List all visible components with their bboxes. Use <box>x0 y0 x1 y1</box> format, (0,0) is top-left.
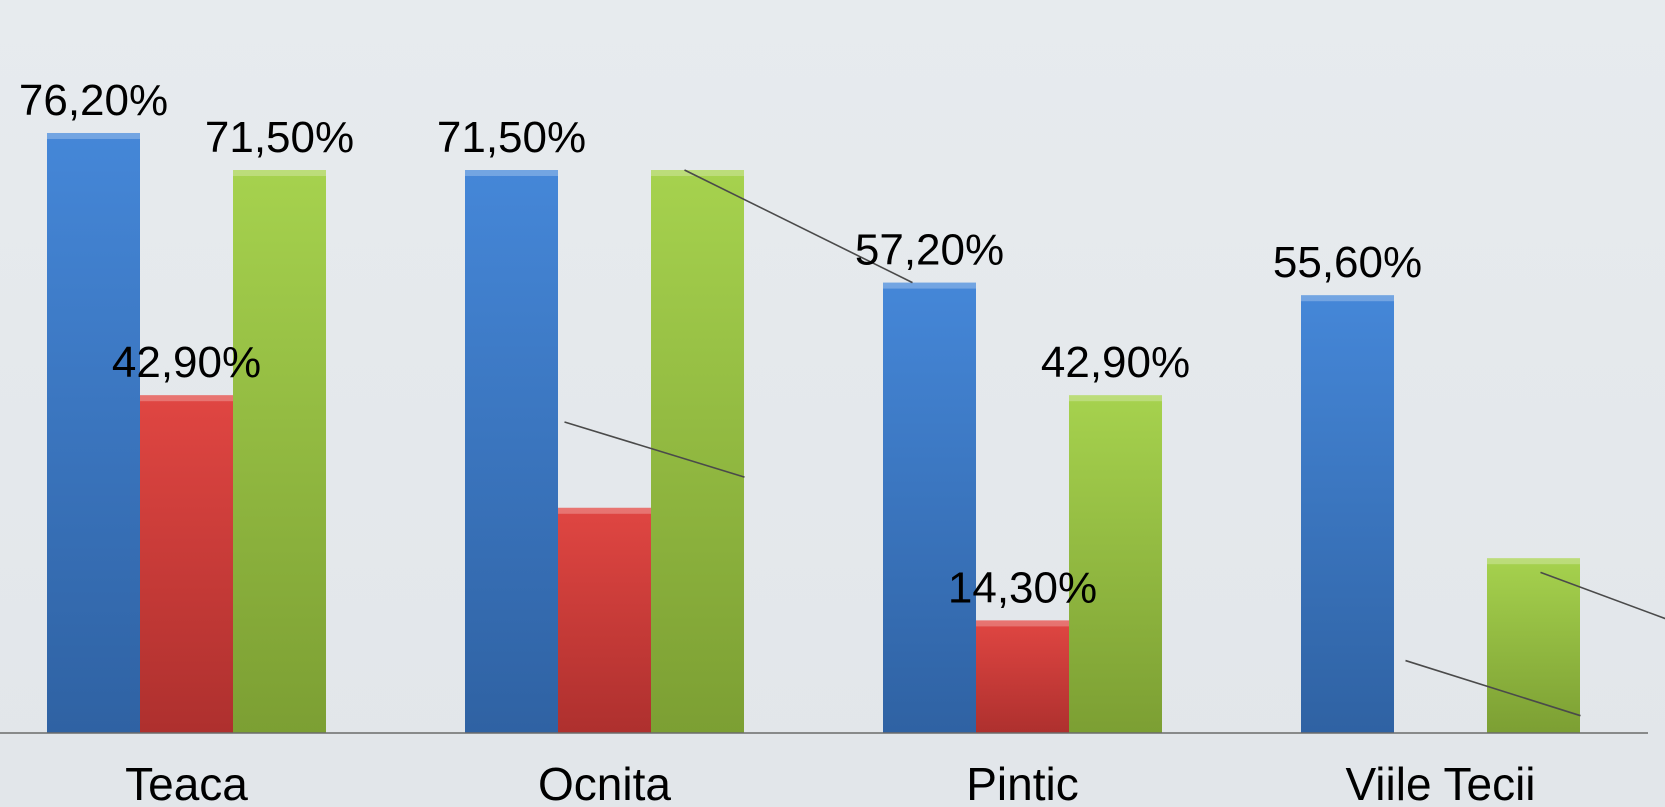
bar-blue-ocnita <box>465 170 558 733</box>
data-label: 42,90% <box>112 338 261 387</box>
bar-top-highlight <box>1301 295 1394 302</box>
bar-top-highlight <box>976 620 1069 627</box>
bars-group <box>47 132 1580 734</box>
data-label: 71,50% <box>205 113 354 162</box>
trendlines-group <box>564 169 1665 717</box>
data-label: 76,20% <box>19 76 168 125</box>
bar-red-teaca <box>140 395 233 733</box>
bar-blue-teaca <box>47 132 140 734</box>
bar-top-highlight <box>1487 558 1580 565</box>
trendline-segment <box>684 169 913 284</box>
data-label: 71,50% <box>437 113 586 162</box>
bar-top-highlight <box>558 507 651 514</box>
category-label: Viile Tecii <box>1345 758 1535 807</box>
category-labels-group: Teaca Ocnita Pintic Viile Tecii <box>125 758 1535 807</box>
category-label: Teaca <box>125 758 248 807</box>
category-label: Ocnita <box>538 758 671 807</box>
bar-green-pintic <box>1069 395 1162 733</box>
category-label: Pintic <box>966 758 1078 807</box>
bar-blue-pintic <box>883 282 976 733</box>
data-label: 14,30% <box>948 563 1097 612</box>
bar-top-highlight <box>47 132 140 139</box>
bar-green-teaca <box>233 170 326 733</box>
bar-green-viile-tecii <box>1487 558 1580 733</box>
trendline-segment <box>564 421 745 478</box>
data-labels-group: 76,20% 42,90% 71,50% 71,50% 57,20% 14,30% 42,9… <box>19 76 1422 612</box>
bar-top-highlight <box>1069 395 1162 402</box>
data-label: 42,90% <box>1041 338 1190 387</box>
trendline-segment <box>1405 659 1581 717</box>
data-label: 55,60% <box>1273 238 1422 287</box>
bar-red-pintic <box>976 620 1069 733</box>
trendline-segment <box>1540 571 1665 620</box>
bar-blue-viile-tecii <box>1301 295 1394 733</box>
bar-green-ocnita <box>651 170 744 733</box>
bar-top-highlight <box>233 170 326 177</box>
bar-top-highlight <box>140 395 233 402</box>
bar-top-highlight <box>651 170 744 177</box>
bar-red-ocnita <box>558 507 651 733</box>
data-label: 57,20% <box>855 226 1004 275</box>
bar-top-highlight <box>465 170 558 177</box>
bar-top-highlight <box>883 282 976 289</box>
